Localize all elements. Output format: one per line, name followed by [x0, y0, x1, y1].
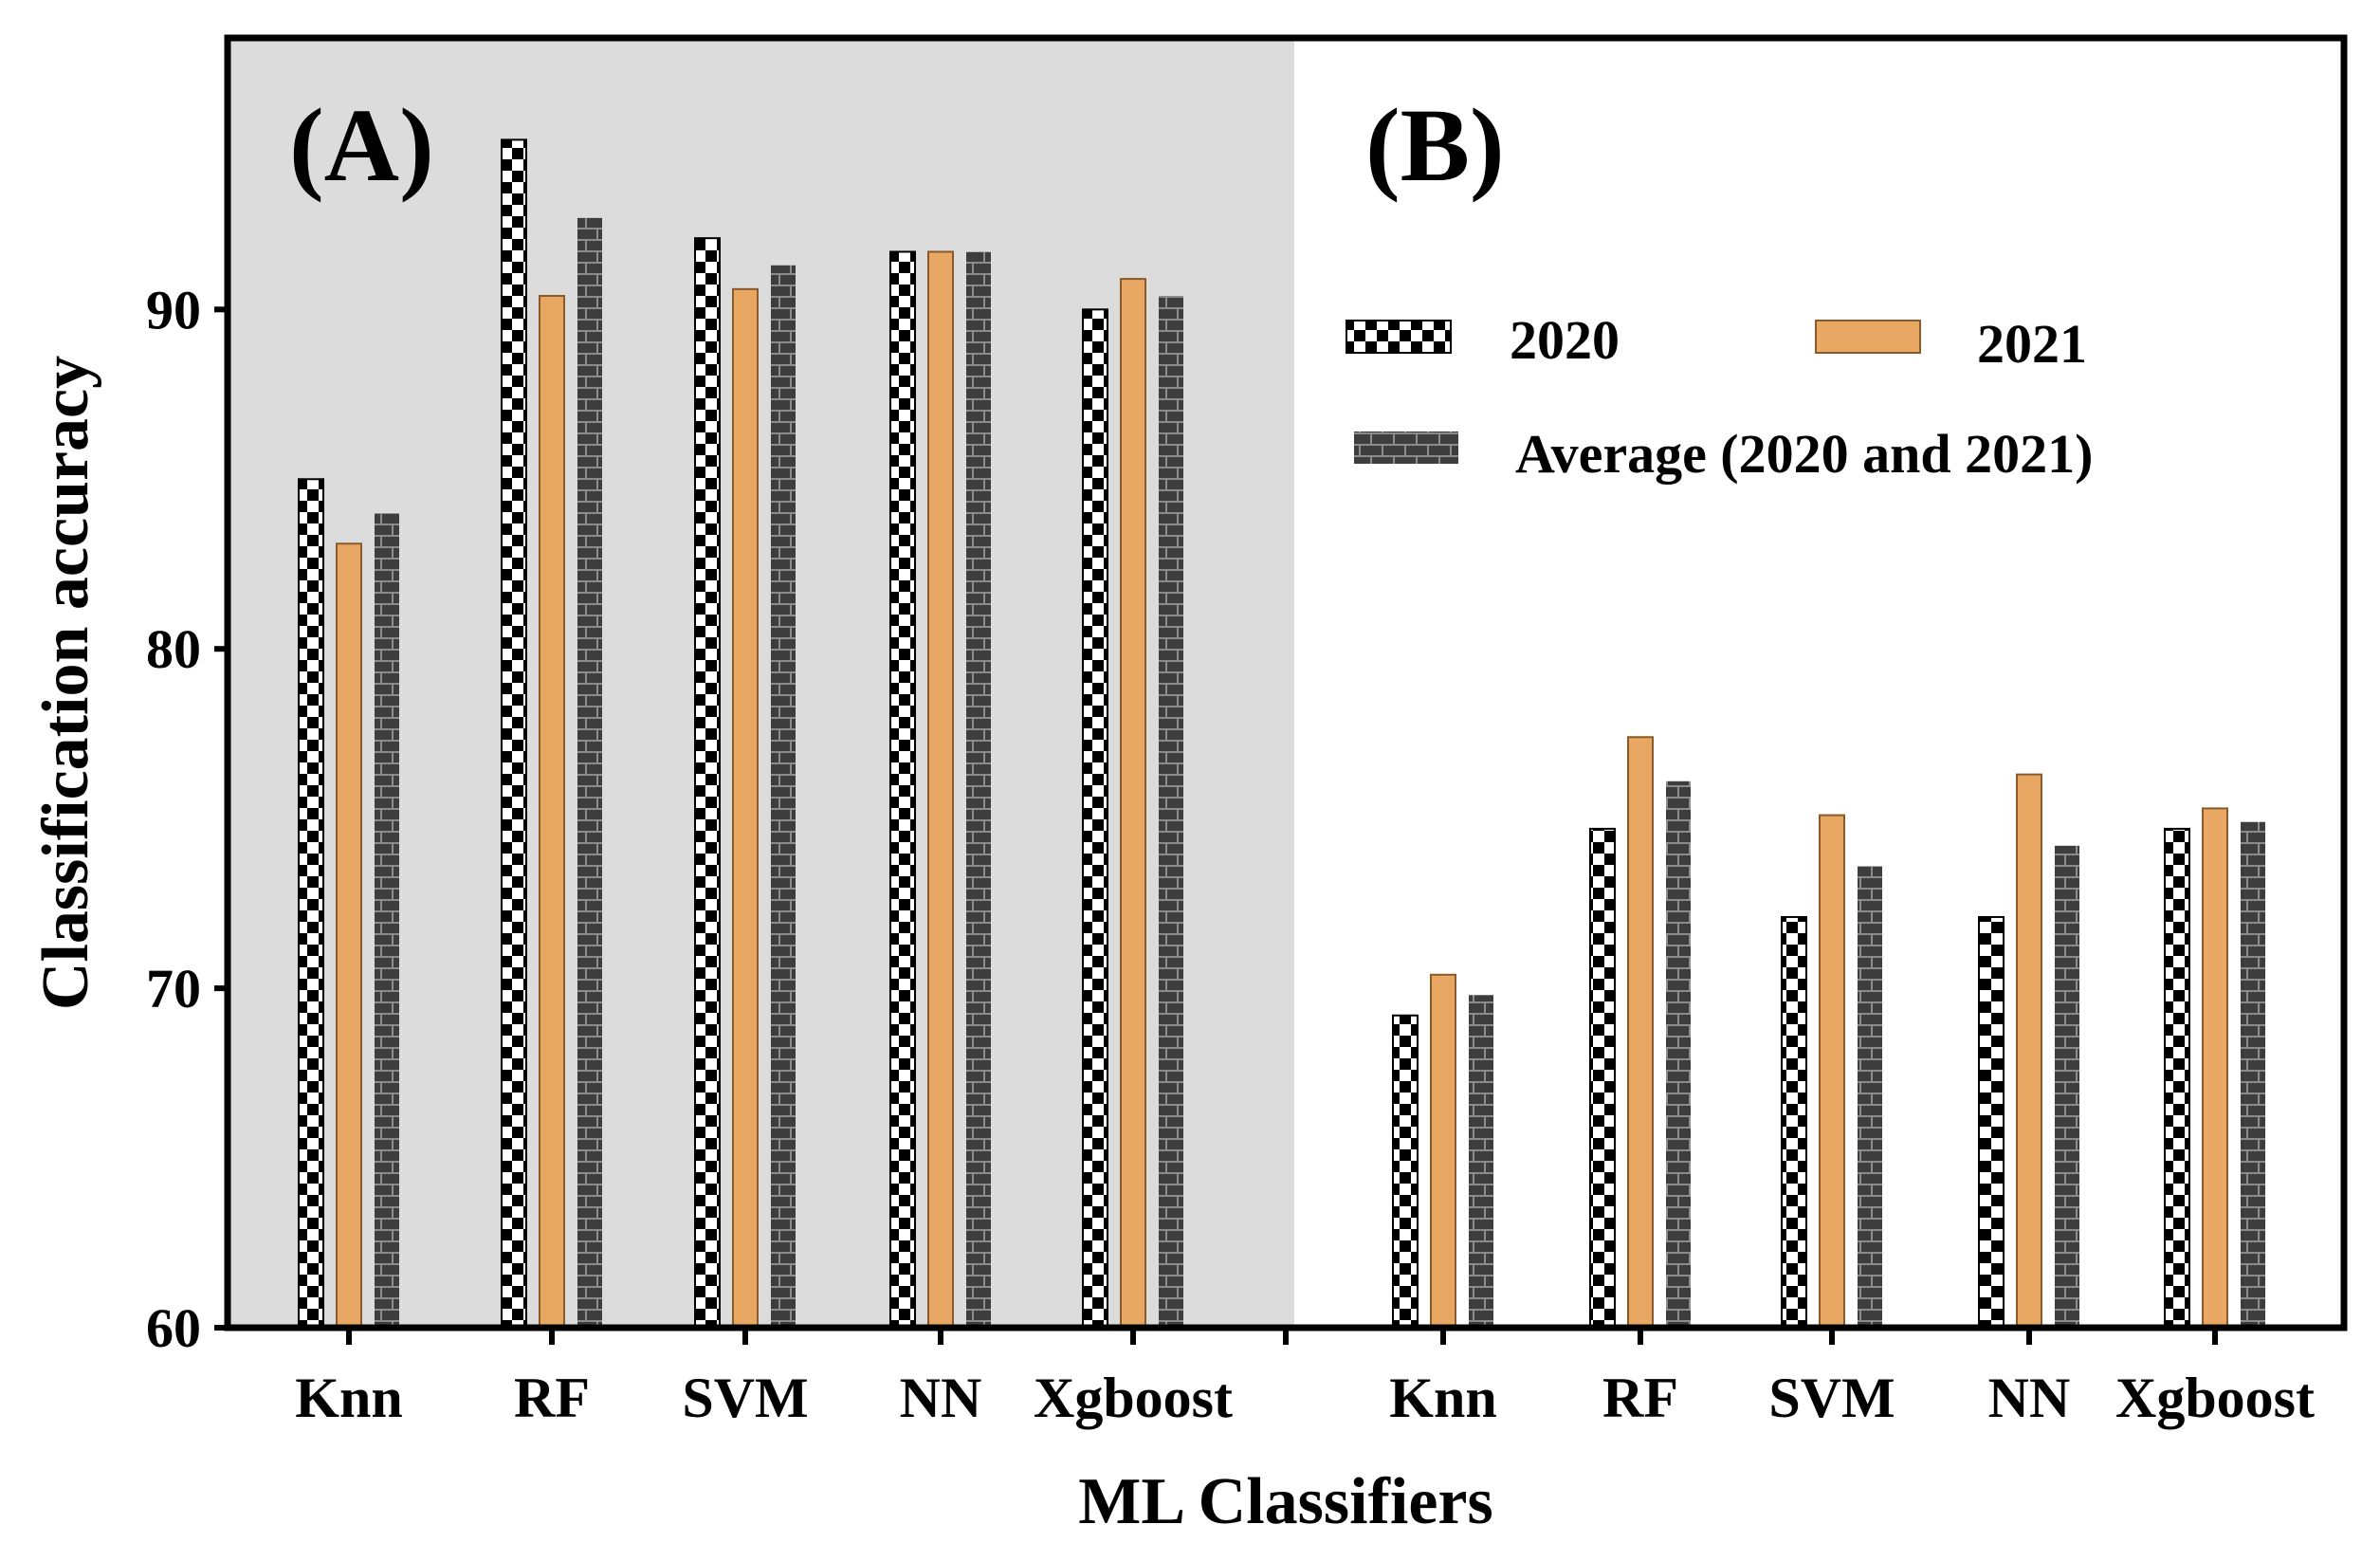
plot-frame: [224, 34, 2348, 1331]
legend-label-2021: 2021: [1977, 313, 2087, 375]
x-tick-label-panel-a-svm: SVM: [682, 1367, 808, 1429]
bar-panel-a-rf-2021: [539, 295, 565, 1329]
bar-panel-b-knn-average: [1469, 995, 1493, 1328]
bar-panel-a-nn-average: [966, 251, 991, 1329]
bars-layer: [298, 138, 2265, 1330]
x-tick-label-panel-b-knn: Knn: [1389, 1367, 1496, 1429]
panel-label-a: (A): [289, 87, 434, 203]
bar-panel-a-rf-2020: [501, 138, 527, 1330]
y-axis-title: Classification accuracy: [29, 356, 102, 1010]
x-tick-label-panel-b-nn: NN: [1988, 1367, 2071, 1429]
bar-panel-a-svm-2020: [694, 237, 721, 1330]
x-axis: Knn RF SVM NN Xgboost Knn RF SVM NN Xgboost: [295, 1328, 2315, 1429]
legend-label-average: Average (2020 and 2021): [1515, 423, 2093, 485]
bar-panel-a-rf-average: [577, 217, 602, 1328]
bar-panel-a-xgboost-2021: [1120, 278, 1146, 1330]
y-tick-label-60: 60: [146, 1297, 201, 1359]
y-tick-label-80: 80: [146, 618, 201, 680]
bar-panel-b-nn-2021: [2016, 773, 2042, 1329]
x-axis-title: ML Classifiers: [1078, 1465, 1492, 1538]
bar-panel-b-rf-2021: [1627, 736, 1654, 1329]
x-tick-label-panel-b-xgboost: Xgboost: [2115, 1367, 2315, 1429]
bar-panel-b-xgboost-2020: [2164, 827, 2190, 1329]
x-tick-label-panel-a-knn: Knn: [295, 1367, 402, 1429]
y-tick-label-90: 90: [146, 279, 201, 340]
bar-panel-a-xgboost-2020: [1082, 308, 1108, 1329]
bar-panel-a-nn-2020: [889, 250, 916, 1330]
legend-label-2020: 2020: [1510, 309, 1620, 371]
bar-panel-b-svm-average: [1858, 866, 1882, 1328]
legend-swatch-2020: [1346, 320, 1452, 354]
bar-panel-a-svm-2021: [732, 287, 759, 1329]
bar-panel-a-xgboost-average: [1159, 296, 1183, 1328]
bar-panel-a-svm-average: [771, 265, 796, 1329]
legend: 2020 2021 Average (2020 and 2021): [1346, 309, 2093, 485]
bar-panel-a-knn-2020: [298, 478, 324, 1329]
bar-panel-b-rf-average: [1666, 780, 1691, 1328]
bar-panel-a-knn-average: [375, 513, 399, 1328]
bar-panel-b-xgboost-average: [2241, 821, 2265, 1328]
x-tick-label-panel-b-rf: RF: [1602, 1367, 1678, 1429]
panel-label-b: (B): [1365, 87, 1505, 203]
x-tick-label-panel-a-rf: RF: [514, 1367, 590, 1429]
bar-panel-a-knn-2021: [336, 542, 362, 1329]
x-tick-label-panel-a-xgboost: Xgboost: [1034, 1367, 1233, 1429]
x-tick-label-panel-a-nn: NN: [900, 1367, 982, 1429]
bar-panel-a-nn-2021: [927, 250, 954, 1330]
y-axis: 60 70 80 90: [146, 279, 228, 1359]
bar-panel-b-knn-2020: [1392, 1014, 1419, 1329]
panel-a-background: [228, 38, 1294, 1328]
bar-panel-b-svm-2020: [1781, 915, 1807, 1330]
legend-swatch-2021: [1815, 320, 1921, 354]
x-tick-label-panel-b-svm: SVM: [1768, 1367, 1895, 1429]
bar-panel-b-knn-2021: [1430, 973, 1456, 1329]
bar-panel-b-nn-average: [2055, 845, 2079, 1328]
bar-panel-b-xgboost-2021: [2202, 807, 2228, 1329]
bar-panel-b-nn-2020: [1978, 915, 2005, 1330]
bar-panel-b-rf-2020: [1589, 827, 1616, 1329]
y-tick-label-70: 70: [146, 958, 201, 1019]
legend-swatch-average: [1354, 432, 1458, 464]
bar-panel-b-svm-2021: [1819, 814, 1845, 1329]
